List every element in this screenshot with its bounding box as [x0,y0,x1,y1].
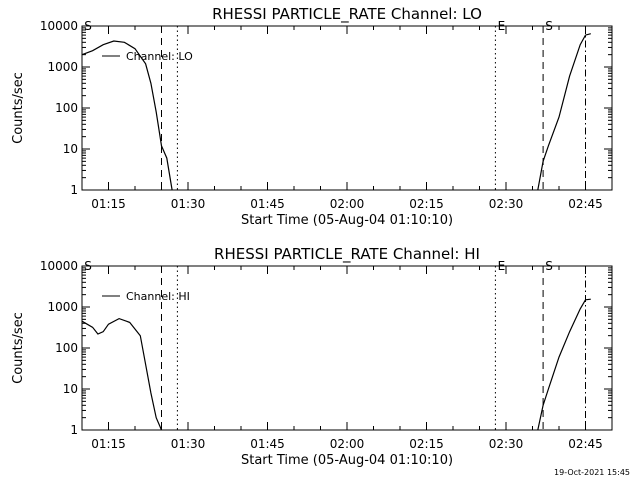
y-tick-label: 1 [70,423,78,437]
chart-title: RHESSI PARTICLE_RATE Channel: HI [214,245,480,264]
x-tick-label: 02:30 [489,437,524,451]
x-tick-label: 02:15 [409,197,444,211]
y-axis-label: Counts/sec [11,72,26,144]
series-line [537,33,591,191]
x-axis-label: Start Time (05-Aug-04 01:10:10) [241,453,453,468]
y-tick-label: 10 [63,142,78,156]
x-tick-label: 02:30 [489,197,524,211]
event-marker-label: S [545,19,553,33]
x-tick-label: 01:45 [250,437,285,451]
x-tick-label: 02:45 [568,437,603,451]
x-tick-label: 01:45 [250,197,285,211]
event-marker-label: S [84,19,92,33]
y-tick-label: 1 [70,183,78,197]
x-tick-label: 02:15 [409,437,444,451]
x-tick-label: 01:15 [91,197,126,211]
event-marker-label: E [498,259,506,273]
x-tick-label: 01:15 [91,437,126,451]
y-tick-label: 100 [55,101,78,115]
series-line [537,298,591,431]
y-tick-label: 10 [63,382,78,396]
x-tick-label: 01:30 [171,197,206,211]
event-marker-label: S [84,259,92,273]
x-tick-label: 02:45 [568,197,603,211]
y-tick-label: 100 [55,341,78,355]
series-line [81,317,163,431]
date-stamp: 19-Oct-2021 15:45 [554,468,630,477]
x-axis-label: Start Time (05-Aug-04 01:10:10) [241,213,453,228]
event-marker-label: E [498,19,506,33]
chart-title: RHESSI PARTICLE_RATE Channel: LO [212,5,482,24]
y-tick-label: 1000 [47,300,78,314]
y-axis-label: Counts/sec [11,312,26,384]
x-tick-label: 02:00 [330,197,365,211]
event-marker-label: S [545,259,553,273]
series-line [81,40,173,191]
y-tick-label: 10000 [40,259,78,273]
y-tick-label: 10000 [40,19,78,33]
x-tick-label: 01:30 [171,437,206,451]
legend-label: Channel: LO [126,50,193,63]
x-tick-label: 02:00 [330,437,365,451]
legend-label: Channel: HI [126,290,190,303]
y-tick-label: 1000 [47,60,78,74]
